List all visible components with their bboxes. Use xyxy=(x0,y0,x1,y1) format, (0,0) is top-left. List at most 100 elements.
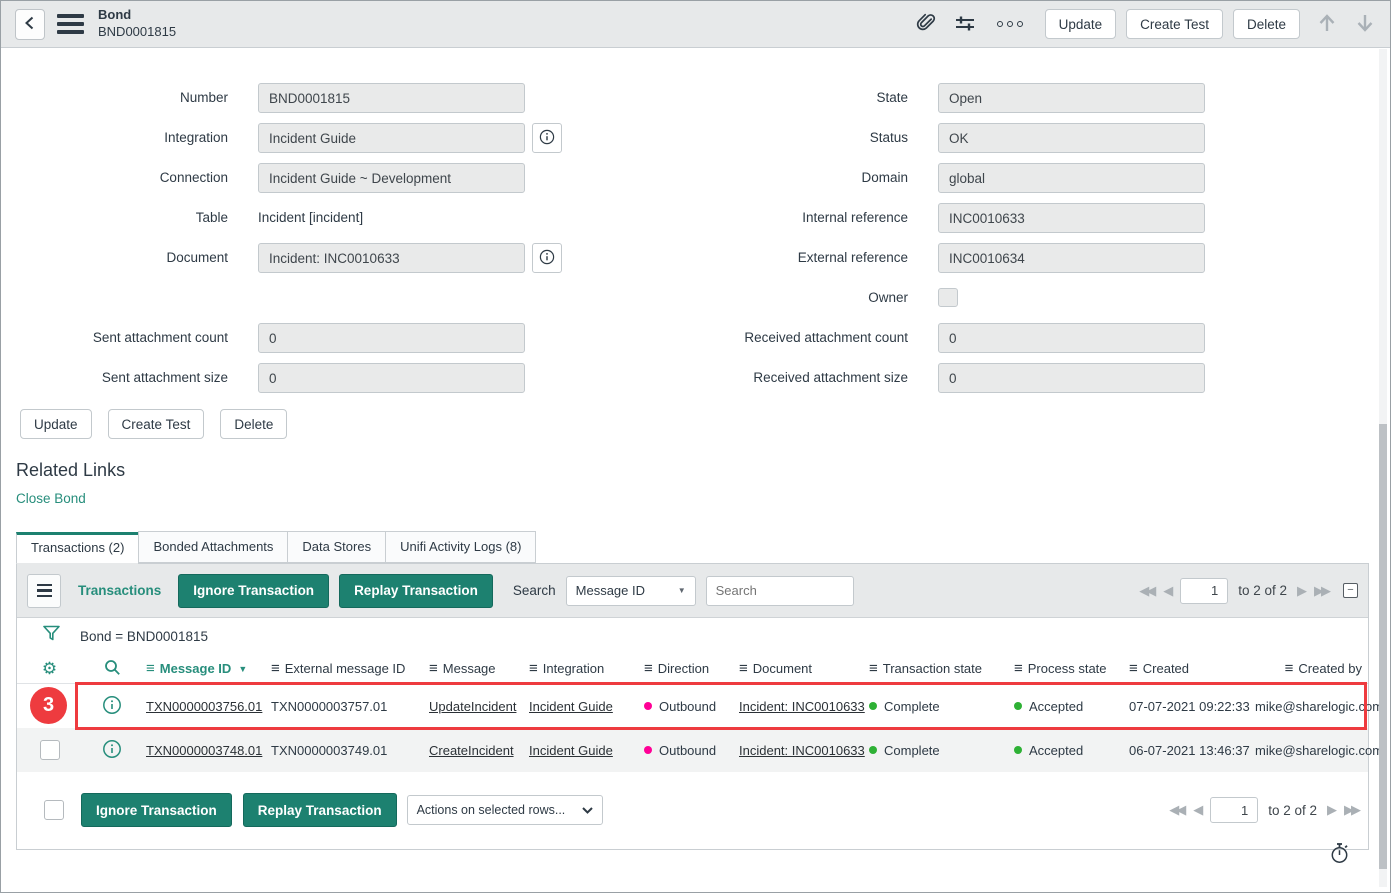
info-icon xyxy=(102,695,122,718)
document-field[interactable] xyxy=(258,243,525,273)
integration-info-button[interactable] xyxy=(532,123,562,153)
delete-button[interactable]: Delete xyxy=(1232,9,1300,39)
tab-transactions[interactable]: Transactions (2) xyxy=(16,532,139,564)
update-button[interactable]: Update xyxy=(1044,9,1117,39)
record-title: Bond BND0001815 xyxy=(98,7,176,41)
document-label: Document xyxy=(166,250,228,265)
column-header-integration[interactable]: ≡ Integration xyxy=(529,660,605,677)
column-header-process-state[interactable]: ≡ Process state xyxy=(1014,660,1107,677)
state-field[interactable] xyxy=(938,83,1205,113)
replay-transaction-button[interactable]: Replay Transaction xyxy=(339,573,493,608)
personalize-icon xyxy=(953,12,977,37)
filter-funnel-icon[interactable] xyxy=(41,623,62,649)
vertical-scrollbar[interactable] xyxy=(1379,49,1387,887)
page-number-input[interactable] xyxy=(1180,577,1229,604)
sent-attachment-size-field[interactable] xyxy=(258,363,525,393)
next-page-button[interactable]: ▶ xyxy=(1297,582,1307,598)
column-header-created[interactable]: ≡ Created xyxy=(1129,660,1190,677)
column-menu-icon: ≡ xyxy=(429,660,438,677)
table-row[interactable]: TXN0000003748.01 TXN0000003749.01 Create… xyxy=(17,728,1383,772)
previous-page-button[interactable]: ◀ xyxy=(1163,582,1173,598)
first-page-button[interactable]: ◀◀ xyxy=(1139,582,1156,598)
replay-transaction-button-bottom[interactable]: Replay Transaction xyxy=(242,793,397,827)
document-link[interactable]: Incident: INC0010633 xyxy=(739,698,865,714)
column-header-document[interactable]: ≡ Document xyxy=(739,660,813,677)
row-checkbox[interactable] xyxy=(39,740,60,760)
page-number-input[interactable] xyxy=(1210,797,1259,823)
internal-reference-field[interactable] xyxy=(938,203,1205,233)
timer-icon[interactable] xyxy=(1328,841,1351,870)
actions-on-selected-rows-select[interactable]: Actions on selected rows... xyxy=(406,795,603,825)
message-id-link[interactable]: TXN0000003748.01 xyxy=(146,742,263,758)
status-label: Status xyxy=(869,130,908,145)
next-record-button[interactable] xyxy=(1354,11,1376,38)
connection-field[interactable] xyxy=(258,163,525,193)
integration-field[interactable] xyxy=(258,123,525,153)
previous-record-button[interactable] xyxy=(1316,11,1338,38)
form-row: Table Incident [incident] Internal refer… xyxy=(1,203,1390,243)
first-page-button[interactable]: ◀◀ xyxy=(1169,802,1186,817)
filter-condition[interactable]: Bond = BND0001815 xyxy=(80,628,208,644)
more-options-icon[interactable] xyxy=(996,21,1023,27)
page-range-label: to 2 of 2 xyxy=(1238,583,1287,598)
back-button[interactable] xyxy=(15,8,45,40)
attachment-button[interactable] xyxy=(915,12,937,37)
search-field-select[interactable]: Message ID ▼ xyxy=(565,575,696,606)
received-attachment-count-field[interactable] xyxy=(938,323,1205,353)
info-icon xyxy=(102,739,122,762)
integration-link[interactable]: Incident Guide xyxy=(529,742,613,758)
message-id-link[interactable]: TXN0000003756.01 xyxy=(146,698,263,714)
select-all-checkbox[interactable] xyxy=(44,800,64,820)
column-header-transaction-state[interactable]: ≡ Transaction state xyxy=(869,660,982,677)
column-header-direction[interactable]: ≡ Direction xyxy=(644,660,710,677)
owner-field[interactable] xyxy=(938,288,958,307)
create-test-button-bottom[interactable]: Create Test xyxy=(107,409,205,439)
integration-link[interactable]: Incident Guide xyxy=(529,698,613,714)
personalize-form-button[interactable] xyxy=(953,12,977,37)
message-link[interactable]: UpdateIncident xyxy=(429,698,517,714)
collapse-icon[interactable]: − xyxy=(1343,583,1358,598)
last-page-button[interactable]: ▶▶ xyxy=(1344,802,1361,817)
number-field[interactable] xyxy=(258,83,525,113)
column-search-toggle[interactable] xyxy=(82,659,142,679)
update-button-bottom[interactable]: Update xyxy=(20,409,92,439)
table-row[interactable]: 3 TXN0000003756.01 TXN0000003757.01 Upda… xyxy=(17,682,1383,730)
received-attachment-count-label: Received attachment count xyxy=(744,330,908,345)
related-list-tabs: Transactions (2) Bonded Attachments Data… xyxy=(16,531,1390,564)
sent-attachment-count-field[interactable] xyxy=(258,323,525,353)
search-input[interactable] xyxy=(705,575,854,606)
internal-reference-label: Internal reference xyxy=(802,210,908,225)
scrollbar-thumb[interactable] xyxy=(1379,424,1387,869)
column-header-message[interactable]: ≡ Message xyxy=(429,660,496,677)
document-info-button[interactable] xyxy=(532,243,562,273)
tab-unifi-activity-logs[interactable]: Unifi Activity Logs (8) xyxy=(385,531,537,563)
column-header-created-by[interactable]: ≡ Created by xyxy=(1284,660,1362,677)
column-header-message-id[interactable]: ≡ Message ID ▼ xyxy=(146,660,248,677)
row-preview-button[interactable] xyxy=(82,695,142,718)
menu-icon[interactable] xyxy=(57,14,84,34)
column-header-external-message-id[interactable]: ≡ External message ID xyxy=(271,660,406,677)
received-attachment-size-field[interactable] xyxy=(938,363,1205,393)
create-test-button[interactable]: Create Test xyxy=(1126,9,1223,39)
row-preview-button[interactable] xyxy=(82,739,142,762)
tab-data-stores[interactable]: Data Stores xyxy=(287,531,386,563)
next-page-button[interactable]: ▶ xyxy=(1327,802,1337,817)
number-label: Number xyxy=(179,90,228,105)
ignore-transaction-button-bottom[interactable]: Ignore Transaction xyxy=(81,793,232,827)
domain-field[interactable] xyxy=(938,163,1205,193)
search-label: Search xyxy=(512,583,556,598)
last-page-button[interactable]: ▶▶ xyxy=(1314,582,1331,598)
tab-bonded-attachments[interactable]: Bonded Attachments xyxy=(138,531,288,563)
message-link[interactable]: CreateIncident xyxy=(429,742,514,758)
list-footer: Ignore Transaction Replay Transaction Ac… xyxy=(17,781,1368,849)
previous-page-button[interactable]: ◀ xyxy=(1193,802,1203,817)
list-context-menu-button[interactable] xyxy=(27,573,61,608)
external-reference-field[interactable] xyxy=(938,243,1205,273)
ignore-transaction-button[interactable]: Ignore Transaction xyxy=(178,573,330,608)
document-link[interactable]: Incident: INC0010633 xyxy=(739,742,865,758)
page-range-label: to 2 of 2 xyxy=(1268,802,1317,818)
close-bond-link[interactable]: Close Bond xyxy=(16,491,86,506)
status-field[interactable] xyxy=(938,123,1205,153)
list-settings-cell[interactable]: ⚙ xyxy=(17,660,82,677)
delete-button-bottom[interactable]: Delete xyxy=(220,409,288,439)
